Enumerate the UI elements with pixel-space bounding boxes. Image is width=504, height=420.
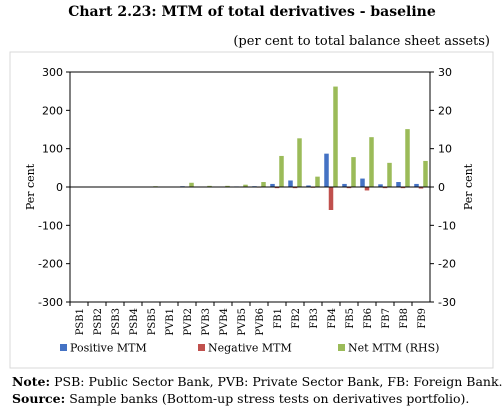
right-tick-label: 30 bbox=[438, 66, 452, 79]
category-label-psb4: PSB4 bbox=[129, 308, 140, 335]
negative-mtm-bar-fb7 bbox=[382, 187, 388, 189]
legend-label-net-mtm: Net MTM (RHS) bbox=[348, 342, 439, 355]
category-label-fb9: FB9 bbox=[417, 308, 428, 329]
legend-label-negative-mtm: Negative MTM bbox=[208, 342, 292, 355]
positive-mtm-bar-fb3 bbox=[306, 185, 311, 187]
source-line: Source: Sample banks (Bottom-up stress t… bbox=[12, 391, 469, 407]
legend-label-positive-mtm: Positive MTM bbox=[70, 342, 147, 355]
positive-mtm-bar-fb7 bbox=[378, 184, 383, 187]
legend-swatch-positive-mtm bbox=[60, 344, 67, 351]
left-tick-label: -300 bbox=[38, 296, 63, 309]
negative-mtm-bar-fb4 bbox=[328, 187, 334, 210]
net-mtm-bar-pvb2 bbox=[189, 182, 194, 187]
chart-subtitle: (per cent to total balance sheet assets) bbox=[233, 34, 490, 49]
positive-mtm-bar-fb9 bbox=[414, 183, 419, 187]
category-label-fb2: FB2 bbox=[291, 308, 302, 329]
category-label-fb3: FB3 bbox=[309, 308, 320, 329]
category-label-pvb6: PVB6 bbox=[255, 308, 266, 336]
positive-mtm-bar-fb2 bbox=[288, 180, 293, 187]
net-mtm-bar-fb1 bbox=[279, 155, 284, 187]
negative-mtm-bar-fb6 bbox=[364, 187, 370, 191]
net-mtm-bar-fb3 bbox=[315, 176, 320, 187]
left-tick-label: -200 bbox=[38, 258, 63, 271]
category-label-fb8: FB8 bbox=[399, 308, 410, 329]
right-tick-label: 0 bbox=[438, 181, 445, 194]
net-mtm-bar-pvb3 bbox=[207, 185, 212, 187]
negative-mtm-bar-fb2 bbox=[292, 187, 298, 189]
note-label: Note: bbox=[12, 374, 51, 389]
note-text: PSB: Public Sector Bank, PVB: Private Se… bbox=[54, 374, 503, 389]
net-mtm-bar-pvb4 bbox=[225, 185, 230, 187]
category-label-fb5: FB5 bbox=[345, 308, 356, 329]
negative-mtm-bar-fb1 bbox=[274, 187, 280, 189]
category-label-pvb1: PVB1 bbox=[165, 308, 176, 336]
net-mtm-bar-fb6 bbox=[369, 137, 374, 187]
right-axis-title: Per cent bbox=[462, 163, 475, 210]
left-axis-title: Per cent bbox=[24, 163, 37, 210]
net-mtm-bar-pvb6 bbox=[261, 182, 266, 187]
legend-swatch-net-mtm bbox=[338, 344, 345, 351]
positive-mtm-bar-fb5 bbox=[342, 183, 347, 187]
category-label-psb2: PSB2 bbox=[93, 308, 104, 335]
right-tick-label: -20 bbox=[438, 258, 456, 271]
negative-mtm-bar-fb5 bbox=[346, 187, 352, 189]
right-tick-label: 20 bbox=[438, 104, 452, 117]
positive-mtm-bar-fb6 bbox=[360, 178, 365, 187]
category-label-fb1: FB1 bbox=[273, 308, 284, 329]
category-label-psb1: PSB1 bbox=[75, 308, 86, 335]
positive-mtm-bar-fb1 bbox=[270, 183, 275, 187]
category-label-fb6: FB6 bbox=[363, 308, 374, 329]
left-tick-label: 100 bbox=[42, 143, 63, 156]
legend-swatch-negative-mtm bbox=[198, 344, 205, 351]
note-line: Note: PSB: Public Sector Bank, PVB: Priv… bbox=[12, 374, 503, 390]
category-label-pvb2: PVB2 bbox=[183, 308, 194, 336]
left-tick-label: 0 bbox=[56, 181, 63, 194]
source-text: Sample banks (Bottom-up stress tests on … bbox=[69, 391, 470, 406]
net-mtm-bar-fb8 bbox=[405, 129, 410, 187]
negative-mtm-bar-fb9 bbox=[418, 187, 424, 189]
left-tick-label: -100 bbox=[38, 219, 63, 232]
left-tick-label: 200 bbox=[42, 104, 63, 117]
category-label-pvb5: PVB5 bbox=[237, 308, 248, 336]
right-tick-label: 10 bbox=[438, 143, 452, 156]
net-mtm-bar-fb2 bbox=[297, 138, 302, 187]
category-label-pvb3: PVB3 bbox=[201, 308, 212, 336]
right-tick-label: -10 bbox=[438, 219, 456, 232]
right-tick-label: -30 bbox=[438, 296, 456, 309]
positive-mtm-bar-fb4 bbox=[324, 153, 329, 187]
net-mtm-bar-fb4 bbox=[333, 86, 338, 187]
net-mtm-bar-pvb5 bbox=[243, 184, 248, 187]
net-mtm-bar-fb5 bbox=[351, 157, 356, 187]
positive-mtm-bar-fb8 bbox=[396, 182, 401, 187]
negative-mtm-bar-fb8 bbox=[400, 187, 406, 189]
net-mtm-bar-fb9 bbox=[423, 160, 428, 187]
category-label-pvb4: PVB4 bbox=[219, 308, 230, 336]
category-label-psb3: PSB3 bbox=[111, 308, 122, 335]
net-mtm-bar-fb7 bbox=[387, 162, 392, 187]
chart-title: Chart 2.23: MTM of total derivatives - b… bbox=[68, 4, 436, 20]
category-label-psb5: PSB5 bbox=[147, 308, 158, 335]
category-label-fb7: FB7 bbox=[381, 308, 392, 329]
left-tick-label: 300 bbox=[42, 66, 63, 79]
category-label-fb4: FB4 bbox=[327, 308, 338, 329]
chart-border bbox=[9, 51, 494, 369]
source-label: Source: bbox=[12, 391, 66, 406]
